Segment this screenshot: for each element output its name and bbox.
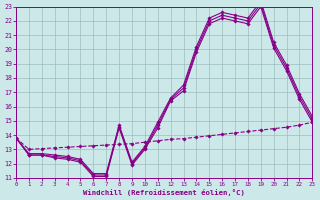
X-axis label: Windchill (Refroidissement éolien,°C): Windchill (Refroidissement éolien,°C) [83,189,245,196]
